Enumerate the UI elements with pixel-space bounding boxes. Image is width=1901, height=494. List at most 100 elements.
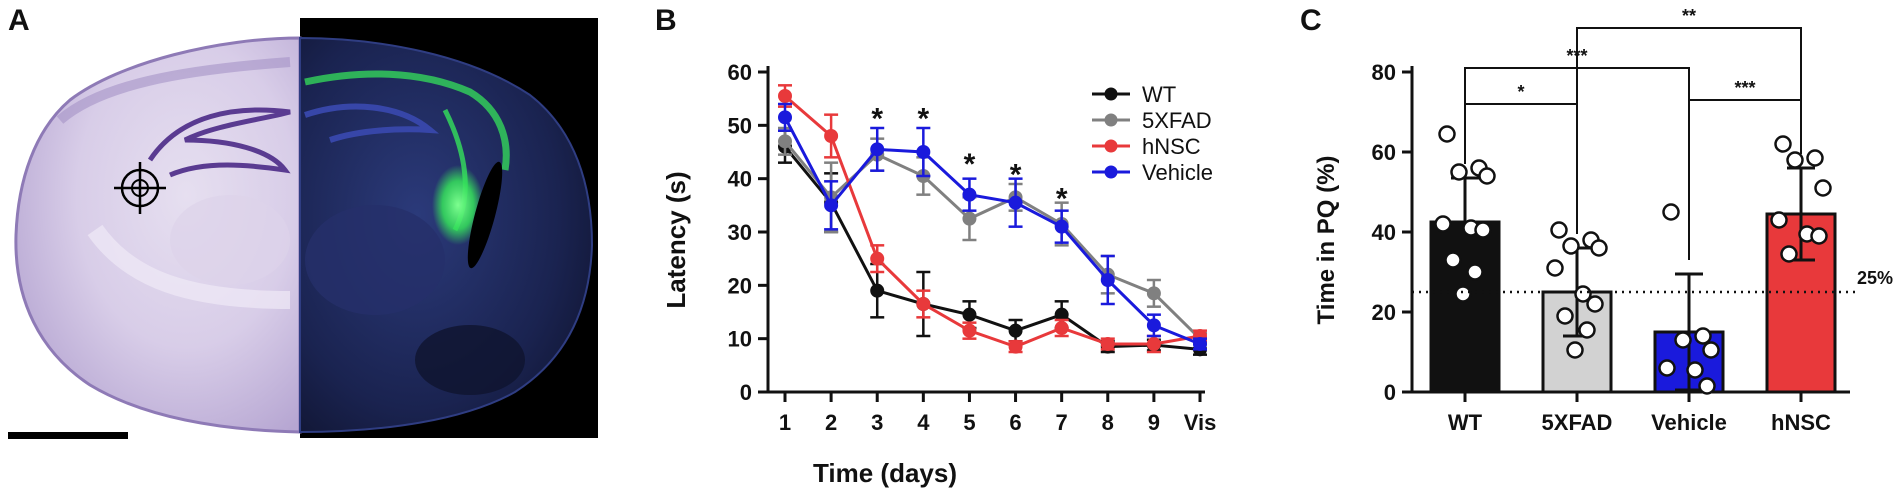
data-point	[916, 297, 931, 311]
data-point	[870, 142, 885, 157]
significance-bracket: *	[1464, 82, 1578, 234]
individual-data-point	[1574, 285, 1592, 303]
series-line	[783, 145, 1201, 351]
individual-data-point	[1586, 295, 1604, 313]
data-point	[778, 110, 792, 125]
data-point	[1146, 286, 1161, 301]
individual-data-point	[1578, 321, 1596, 339]
significance-stars: **	[1682, 6, 1696, 26]
y-axis-label: Latency (s)	[661, 171, 691, 308]
x-tick-label: WT	[1448, 410, 1483, 435]
x-tick-label: hNSC	[1771, 410, 1831, 435]
x-tick-label: 3	[871, 410, 883, 435]
x-tick-label: 6	[1009, 410, 1021, 435]
individual-data-point	[1662, 203, 1680, 221]
scale-bar	[8, 432, 128, 439]
data-point	[1100, 337, 1115, 351]
nissl-cortex-layer	[56, 57, 291, 124]
x-tick-label: 5XFAD	[1542, 410, 1613, 435]
data-point	[916, 145, 931, 159]
x-tick-label: 1	[779, 410, 791, 435]
y-tick-label: 80	[1372, 60, 1396, 85]
nissl-white-matter	[87, 224, 291, 309]
legend-label: Vehicle	[1142, 160, 1213, 185]
individual-data-point	[1474, 221, 1492, 239]
crosshair-icon	[114, 162, 166, 214]
significance-star: *	[1056, 183, 1068, 216]
x-axis-label: Time (days)	[813, 458, 957, 488]
individual-data-point	[1786, 151, 1804, 169]
legend-label: 5XFAD	[1142, 108, 1212, 133]
data-point	[1100, 273, 1115, 287]
data-point	[1008, 339, 1023, 354]
data-point	[778, 89, 792, 103]
individual-data-point	[1478, 167, 1496, 185]
y-tick-label: 30	[728, 220, 752, 245]
individual-data-point	[1466, 263, 1484, 281]
data-point	[1146, 318, 1161, 333]
latency-line-chart: 0 10 20 30 40 50 60 1 2 3 4 5 6 7 8 9 Vis * * * * * WT5XFADh…	[661, 60, 1216, 488]
individual-data-point	[1590, 239, 1608, 257]
data-point	[1146, 337, 1161, 351]
y-tick-label: 0	[1384, 380, 1396, 405]
individual-data-point	[1698, 377, 1716, 395]
individual-data-point	[1450, 163, 1468, 181]
individual-data-point	[1546, 259, 1564, 277]
x-tick-label: Vis	[1184, 410, 1217, 435]
data-point	[1193, 337, 1207, 351]
legend-marker	[1104, 113, 1118, 127]
data-point	[962, 187, 977, 202]
individual-data-point	[1658, 359, 1676, 377]
y-tick-label: 60	[728, 60, 752, 85]
data-point	[962, 323, 977, 338]
significance-star: *	[917, 103, 929, 136]
individual-data-point	[1686, 361, 1704, 379]
individual-data-point	[1674, 331, 1692, 349]
individual-data-point	[1814, 179, 1832, 197]
legend-label: hNSC	[1142, 134, 1201, 159]
y-axis-label: Time in PQ (%)	[1313, 156, 1340, 325]
individual-data-point	[1438, 125, 1456, 143]
gfp-graft-site	[432, 165, 484, 245]
series-line	[784, 94, 1201, 349]
x-tick-label: 2	[825, 410, 837, 435]
nissl-thalamus	[170, 195, 290, 285]
individual-data-point	[1810, 227, 1828, 245]
x-tick-label: 9	[1148, 410, 1160, 435]
individual-data-point	[1556, 307, 1574, 325]
data-point	[962, 211, 977, 226]
fluorescent-hippocampus	[304, 103, 440, 143]
fluorescent-ventral	[415, 325, 525, 395]
individual-data-point	[1694, 327, 1712, 345]
data-point	[824, 129, 839, 143]
x-tick-label: 7	[1056, 410, 1068, 435]
significance-star: *	[871, 103, 883, 136]
significance-star: *	[1010, 159, 1022, 192]
y-tick-label: 20	[1372, 300, 1396, 325]
bracket-line	[1576, 27, 1802, 234]
data-point	[778, 134, 792, 149]
individual-data-point	[1562, 237, 1580, 255]
significance-stars: *	[1517, 82, 1524, 102]
y-tick-label: 20	[728, 273, 752, 298]
ventricle-void	[467, 161, 503, 269]
y-tick-label: 40	[728, 167, 752, 192]
y-tick-label: 60	[1372, 140, 1396, 165]
nissl-stained-coronal-section	[14, 36, 302, 434]
significance-star: *	[964, 148, 976, 181]
individual-data-point	[1774, 135, 1792, 153]
data-point	[962, 307, 977, 322]
legend-label: WT	[1142, 82, 1176, 107]
panel-label-b: B	[655, 4, 677, 37]
fluorescent-thalamus	[305, 205, 445, 315]
reference-line-label: 25%	[1857, 268, 1893, 288]
significance-bracket: **	[1576, 6, 1802, 234]
legend-marker	[1104, 139, 1118, 153]
data-point	[1054, 321, 1069, 335]
panel-label-a: A	[8, 4, 30, 37]
bar-group-vehicle	[1653, 203, 1725, 395]
y-tick-label: 10	[728, 327, 752, 352]
